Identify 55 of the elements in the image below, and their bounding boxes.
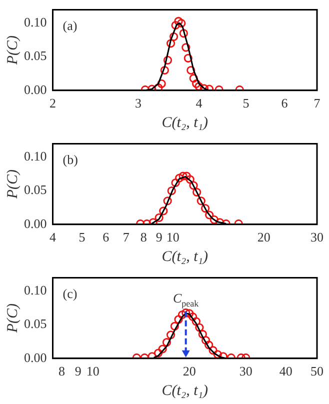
point [175, 174, 184, 182]
y-axis-title: P(C) [4, 304, 21, 334]
x-axis-title: C(t₂, t₁) [162, 382, 208, 399]
x-tick-label: 9 [156, 230, 162, 245]
x-tick-label: 4 [50, 230, 56, 245]
x-tick-label: 40 [279, 364, 292, 379]
point [205, 210, 214, 220]
annotation: (c) [62, 286, 78, 302]
x-tick-label: 7 [122, 230, 130, 245]
y-axis-title: P(C) [4, 170, 21, 200]
y-tick-label: 0.05 [24, 316, 47, 332]
y-tick-label: 0.10 [24, 14, 47, 30]
y-tick-label: 0.00 [24, 82, 47, 97]
y-tick-label: 0.10 [24, 282, 47, 298]
annotation: (b) [62, 152, 78, 168]
x-tick-label: 7 [314, 96, 321, 111]
x-tick-label: 9 [74, 364, 82, 379]
x-tick-label: 6 [281, 96, 288, 111]
point [171, 178, 180, 188]
x-tick-label: 3 [135, 96, 142, 111]
point [163, 196, 172, 206]
x-tick-label: 20 [182, 364, 196, 379]
x-tick-label: 2 [50, 96, 56, 111]
point [210, 215, 219, 224]
y-tick-label: 0.05 [24, 48, 47, 64]
point [189, 181, 198, 190]
x-axis-title: C(t₂, t₁) [162, 114, 208, 131]
y-tick-label: 0.00 [24, 216, 47, 231]
x-tick-label: 5 [78, 230, 86, 245]
point [178, 172, 188, 180]
x-tick-label: 8 [140, 230, 147, 245]
point [200, 204, 210, 213]
x-axis-title: C(t₂, t₁) [162, 248, 208, 265]
y-axis-title: P(C) [4, 36, 21, 66]
x-tick-label: 50 [310, 364, 324, 379]
point [196, 196, 206, 206]
x-tick-label: 10 [86, 364, 100, 379]
point [192, 188, 202, 196]
annotation: (a) [62, 18, 78, 34]
y-tick-label: 0.10 [24, 148, 47, 164]
point [154, 213, 164, 222]
point [159, 206, 168, 216]
x-tick-label: 6 [102, 230, 110, 245]
x-tick-label: 30 [239, 364, 252, 379]
x-tick-label: 20 [257, 230, 270, 245]
x-tick-label: 5 [242, 96, 250, 111]
point [182, 172, 191, 180]
x-tick-label: 4 [196, 96, 203, 111]
y-tick-label: 0.05 [24, 182, 47, 198]
point [167, 186, 176, 196]
point [186, 175, 194, 184]
x-tick-label: 10 [166, 230, 180, 245]
y-tick-label: 0.00 [24, 350, 47, 365]
x-tick-label: 8 [58, 364, 65, 379]
x-tick-label: 30 [310, 230, 324, 245]
